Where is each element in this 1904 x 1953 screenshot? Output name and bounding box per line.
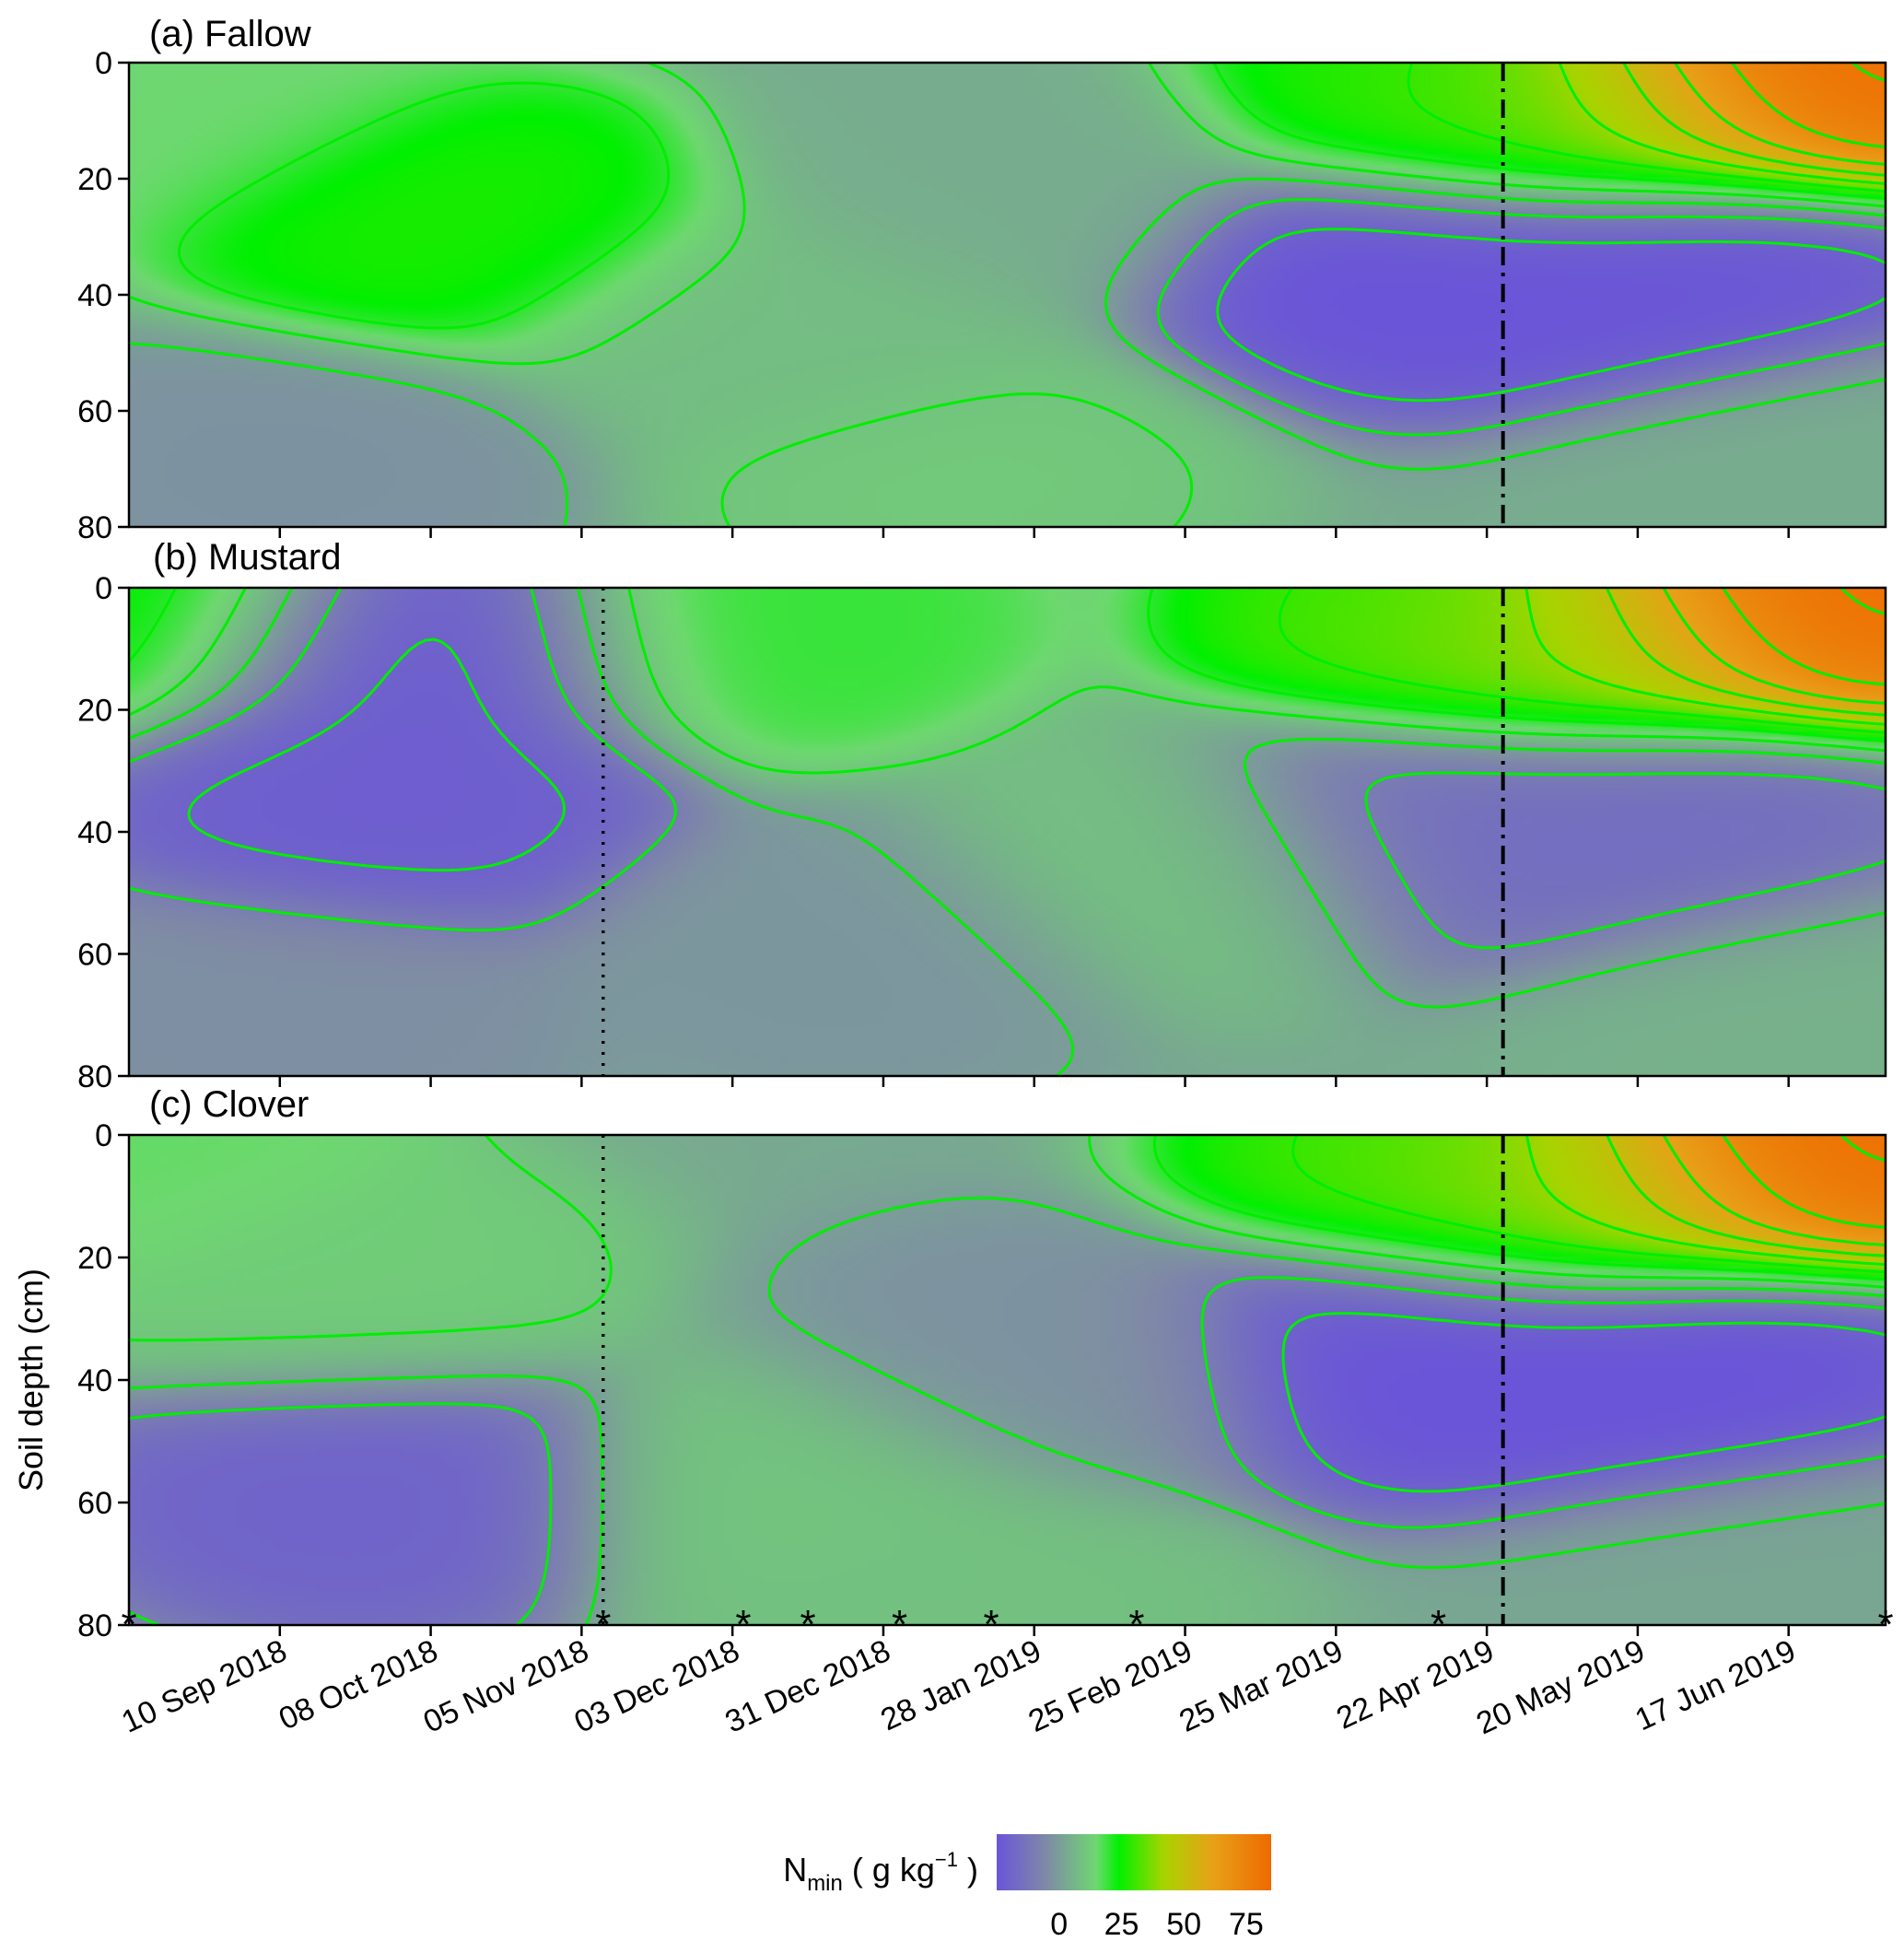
y-tick-label: 60 (77, 394, 112, 429)
colorbar-ramp (997, 1834, 1271, 1890)
x-tick-label: 28 Jan 2019 (875, 1633, 1046, 1738)
reference-lines (602, 1135, 1505, 1625)
panel-title: (b) Mustard (153, 537, 342, 578)
x-tick-label: 05 Nov 2018 (418, 1633, 594, 1740)
y-tick-label: 80 (77, 510, 112, 545)
x-tick-label: 20 May 2019 (1471, 1633, 1650, 1742)
contour-line (1606, 1135, 1886, 1257)
contour-line (129, 588, 1886, 775)
contour-line (1291, 1135, 1886, 1274)
y-tick-label: 0 (95, 46, 112, 81)
y-tick-label: 40 (77, 278, 112, 313)
contour-line (1662, 588, 1886, 705)
contour-line (1622, 63, 1886, 177)
contour-line (129, 588, 1886, 1076)
x-axis-ticks (278, 1076, 1790, 1087)
x-tick-label: 25 Mar 2019 (1174, 1633, 1349, 1739)
colorbar-tick-label: 50 (1166, 1907, 1201, 1942)
panel-fallow: (a) Fallow 0 20 40 60 80 (77, 14, 1887, 545)
contour-line (1722, 588, 1886, 686)
contour-line (1525, 1135, 1886, 1267)
y-tick-label: 60 (77, 1486, 112, 1521)
contour-line (1524, 588, 1886, 726)
x-axis-ticks (278, 527, 1790, 538)
heatmap-field (129, 588, 1886, 1076)
x-axis-ticks (278, 1625, 1790, 1636)
panel-title: (c) Clover (149, 1084, 309, 1125)
contour-line (129, 177, 1886, 527)
y-tick-label: 40 (77, 815, 112, 850)
y-axis: 0 20 40 60 80 (77, 1118, 129, 1643)
contour-line (1662, 1135, 1886, 1246)
heatmap-field (129, 1135, 1886, 1625)
panel-mustard: (b) Mustard 0 20 40 60 80 (77, 537, 1887, 1094)
contour-line (1673, 63, 1886, 166)
y-tick-label: 0 (95, 1118, 112, 1153)
panel-title: (a) Fallow (149, 14, 311, 54)
y-tick-label: 0 (95, 571, 112, 606)
heatmap-field (129, 63, 1886, 527)
contour-line (1840, 588, 1886, 615)
contour-lines (129, 1135, 1886, 1625)
contour-line (1156, 198, 1886, 437)
contour-line (129, 1196, 1886, 1625)
y-tick-label: 20 (77, 162, 112, 197)
contour-line (129, 588, 1886, 743)
colorbar-tick-label: 0 (1050, 1907, 1068, 1942)
colorbar: Nmin ( g kg−1 ) 0 25 50 75 (783, 1834, 1271, 1942)
colorbar-label: Nmin ( g kg−1 ) (783, 1848, 978, 1896)
sampling-markers: * * * * * * * * * (121, 1602, 1893, 1647)
y-tick-label: 20 (77, 1241, 112, 1276)
contour-line (129, 1276, 1886, 1625)
contour-line (1216, 228, 1886, 403)
contour-line (187, 637, 567, 872)
contour-line (129, 1135, 1886, 1342)
contour-line (1722, 1135, 1886, 1229)
contour-line (177, 63, 1886, 330)
colorbar-tick-label: 25 (1104, 1907, 1139, 1942)
y-axis: 0 20 40 60 80 (77, 46, 129, 545)
colorbar-tick-label: 75 (1229, 1907, 1264, 1942)
colorbar-ticks: 0 25 50 75 (1050, 1907, 1264, 1942)
x-tick-label: 17 Jun 2019 (1629, 1633, 1801, 1738)
contour-lines (129, 63, 1886, 527)
contour-line (1407, 63, 1886, 193)
panel-clover: (c) Clover * * * * * * * * * 0 20 40 60 80 (77, 1084, 1893, 1647)
y-tick-label: 60 (77, 938, 112, 973)
contour-lines (129, 588, 1886, 1076)
y-tick-label: 40 (77, 1363, 112, 1398)
y-tick-label: 80 (77, 1059, 112, 1094)
contour-line (1152, 1135, 1886, 1281)
contour-line (129, 588, 1886, 950)
x-tick-label: 22 Apr 2019 (1331, 1633, 1499, 1737)
x-tick-label: 08 Oct 2018 (274, 1633, 443, 1737)
contour-line (1605, 588, 1886, 717)
x-tick-label: 03 Dec 2018 (569, 1633, 745, 1740)
y-axis: 0 20 40 60 80 (77, 571, 129, 1094)
y-tick-label: 80 (77, 1608, 112, 1643)
y-axis-title: Soil depth (cm) (12, 1269, 50, 1491)
contour-line (1558, 63, 1886, 185)
reference-lines (602, 588, 1505, 1076)
x-tick-label: 31 Dec 2018 (720, 1633, 896, 1740)
x-tick-label: 10 Sep 2018 (116, 1633, 292, 1740)
contour-line (1281, 1312, 1886, 1493)
contour-line (1278, 588, 1886, 734)
y-tick-label: 20 (77, 694, 112, 729)
contour-line (1840, 1135, 1886, 1163)
x-tick-label: 25 Feb 2019 (1023, 1633, 1197, 1739)
